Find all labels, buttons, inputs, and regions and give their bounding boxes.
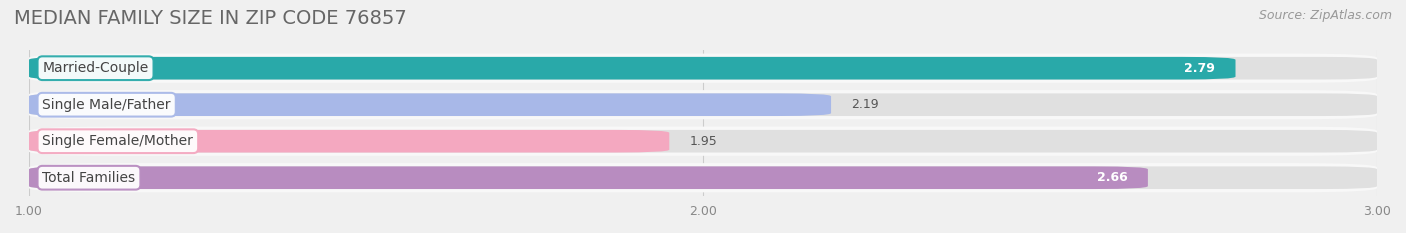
FancyBboxPatch shape	[30, 57, 1376, 79]
FancyBboxPatch shape	[30, 127, 1376, 156]
FancyBboxPatch shape	[30, 90, 1376, 119]
FancyBboxPatch shape	[30, 130, 669, 153]
Text: 1.95: 1.95	[689, 135, 717, 148]
FancyBboxPatch shape	[30, 93, 1376, 116]
Text: Married-Couple: Married-Couple	[42, 61, 149, 75]
Text: Total Families: Total Families	[42, 171, 135, 185]
FancyBboxPatch shape	[30, 57, 1236, 79]
FancyBboxPatch shape	[30, 54, 1376, 83]
Text: 2.66: 2.66	[1097, 171, 1128, 184]
Text: MEDIAN FAMILY SIZE IN ZIP CODE 76857: MEDIAN FAMILY SIZE IN ZIP CODE 76857	[14, 9, 406, 28]
Text: 2.79: 2.79	[1184, 62, 1215, 75]
Text: Source: ZipAtlas.com: Source: ZipAtlas.com	[1258, 9, 1392, 22]
FancyBboxPatch shape	[30, 166, 1376, 189]
Text: 2.19: 2.19	[851, 98, 879, 111]
Text: Single Female/Mother: Single Female/Mother	[42, 134, 193, 148]
FancyBboxPatch shape	[30, 163, 1376, 192]
FancyBboxPatch shape	[30, 166, 1147, 189]
Text: Single Male/Father: Single Male/Father	[42, 98, 172, 112]
FancyBboxPatch shape	[30, 130, 1376, 153]
FancyBboxPatch shape	[30, 93, 831, 116]
